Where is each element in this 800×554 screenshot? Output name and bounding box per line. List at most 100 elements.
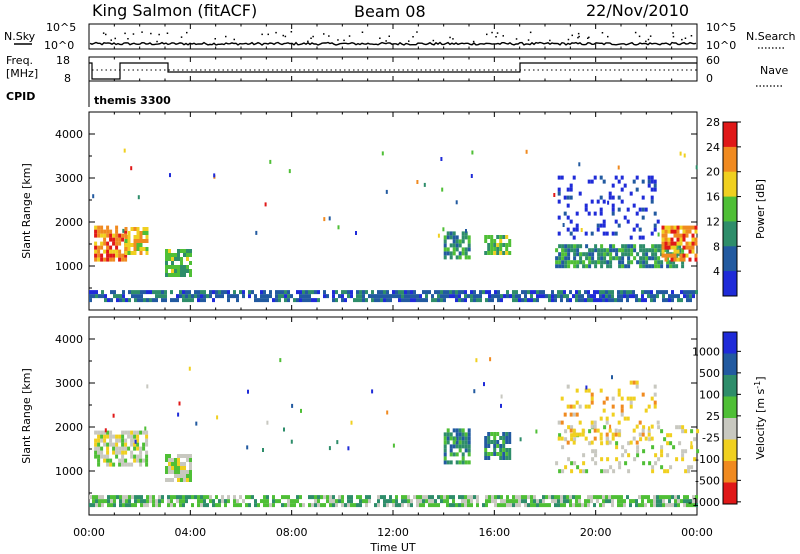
heatmap-cell bbox=[512, 495, 515, 500]
heatmap-cell bbox=[174, 269, 177, 273]
nsearch-point bbox=[105, 33, 107, 36]
heatmap-cell bbox=[443, 440, 447, 445]
heatmap-cell bbox=[606, 264, 610, 269]
heatmap-cell bbox=[617, 298, 620, 303]
heatmap-cell bbox=[180, 478, 183, 482]
heatmap-cell bbox=[673, 253, 677, 258]
heatmap-cell bbox=[371, 298, 374, 303]
heatmap-cell bbox=[590, 294, 593, 299]
heatmap-cell bbox=[502, 243, 506, 247]
heatmap-cell bbox=[693, 437, 697, 442]
y-tick-label: 3000 bbox=[55, 377, 83, 390]
heatmap-cell bbox=[425, 495, 428, 500]
heatmap-cell bbox=[512, 294, 515, 299]
heatmap-cell bbox=[171, 458, 174, 462]
heatmap-cell bbox=[107, 503, 110, 508]
heatmap-cell bbox=[682, 225, 686, 230]
y-tick-label: 4000 bbox=[55, 128, 83, 141]
nsearch-point bbox=[684, 37, 687, 39]
heatmap-cell bbox=[320, 503, 323, 508]
heatmap-cell bbox=[113, 499, 116, 504]
heatmap-cell bbox=[657, 457, 661, 462]
heatmap-cell bbox=[149, 495, 152, 500]
heatmap-cell bbox=[133, 239, 137, 243]
heatmap-cell bbox=[455, 290, 458, 295]
heatmap-cell bbox=[496, 243, 500, 247]
heatmap-cell bbox=[620, 412, 624, 417]
heatmap-cell bbox=[671, 298, 674, 303]
heatmap-cell bbox=[186, 470, 189, 474]
heatmap-cell bbox=[564, 256, 568, 261]
heatmap-cell bbox=[588, 252, 592, 257]
heatmap-cell bbox=[314, 290, 317, 295]
heatmap-cell bbox=[597, 248, 601, 253]
heatmap-cell bbox=[591, 260, 595, 265]
heatmap-cell bbox=[221, 499, 224, 504]
y-tick-label: 3000 bbox=[55, 172, 83, 185]
x-tick-label: 08:00 bbox=[276, 526, 308, 539]
heatmap-cell bbox=[104, 428, 107, 433]
heatmap-cell bbox=[678, 244, 682, 249]
heatmap-cell bbox=[338, 499, 341, 504]
heatmap-cell bbox=[300, 408, 302, 413]
heatmap-cell bbox=[575, 290, 578, 295]
heatmap-cell bbox=[687, 469, 691, 474]
heatmap-cell bbox=[133, 442, 137, 447]
heatmap-cell bbox=[500, 499, 503, 504]
heatmap-cell bbox=[681, 264, 685, 269]
heatmap-cell bbox=[302, 294, 305, 299]
heatmap-cell bbox=[647, 183, 651, 188]
heatmap-cell bbox=[263, 298, 266, 303]
heatmap-cell bbox=[669, 441, 673, 446]
heatmap-cell bbox=[668, 495, 671, 500]
heatmap-cell bbox=[186, 265, 189, 269]
heatmap-cell bbox=[569, 187, 573, 192]
y-tick-label: 1000 bbox=[55, 465, 83, 478]
heatmap-cell bbox=[542, 499, 545, 504]
heatmap-cell bbox=[508, 432, 512, 436]
heatmap-cell bbox=[127, 243, 131, 247]
heatmap-cell bbox=[146, 499, 149, 504]
heatmap-cell bbox=[487, 452, 491, 456]
heatmap-cell bbox=[503, 294, 506, 299]
heatmap-cell bbox=[130, 438, 134, 443]
heatmap-cell bbox=[479, 290, 482, 295]
heatmap-cell bbox=[641, 179, 645, 184]
heatmap-cell bbox=[98, 294, 101, 299]
heatmap-cell bbox=[611, 183, 615, 188]
heatmap-cell bbox=[670, 241, 674, 246]
heatmap-cell bbox=[569, 495, 572, 500]
colorbar-frame bbox=[722, 331, 738, 505]
heatmap-cell bbox=[165, 273, 168, 277]
heatmap-cell bbox=[144, 426, 147, 431]
heatmap-cell bbox=[578, 290, 581, 295]
heatmap-cell bbox=[512, 290, 515, 295]
heatmap-cell bbox=[254, 298, 257, 303]
heatmap-cell bbox=[443, 251, 447, 256]
colorbar-segment bbox=[723, 171, 737, 198]
heatmap-cell bbox=[653, 298, 656, 303]
heatmap-cell bbox=[112, 462, 116, 467]
heatmap-cell bbox=[596, 223, 600, 228]
heatmap-cell bbox=[490, 251, 494, 255]
heatmap-cell bbox=[173, 298, 176, 303]
heatmap-cell bbox=[608, 195, 612, 200]
heatmap-cell bbox=[627, 453, 631, 458]
heatmap-cell bbox=[508, 243, 512, 247]
heatmap-cell bbox=[553, 193, 556, 197]
heatmap-cell bbox=[527, 298, 530, 303]
heatmap-cell bbox=[100, 454, 104, 459]
heatmap-cell bbox=[664, 253, 668, 258]
heatmap-cell bbox=[499, 456, 503, 460]
heatmap-cell bbox=[606, 248, 610, 253]
heatmap-cell bbox=[493, 440, 497, 444]
heatmap-cell bbox=[683, 294, 686, 299]
heatmap-cell bbox=[570, 461, 574, 466]
heatmap-cell bbox=[635, 384, 639, 389]
heatmap-cell bbox=[115, 241, 119, 246]
heatmap-cell bbox=[177, 273, 180, 277]
heatmap-cell bbox=[455, 247, 459, 252]
colorbar-tick-label: 4 bbox=[713, 265, 720, 278]
heatmap-cell bbox=[164, 298, 167, 303]
heatmap-cell bbox=[570, 433, 574, 438]
